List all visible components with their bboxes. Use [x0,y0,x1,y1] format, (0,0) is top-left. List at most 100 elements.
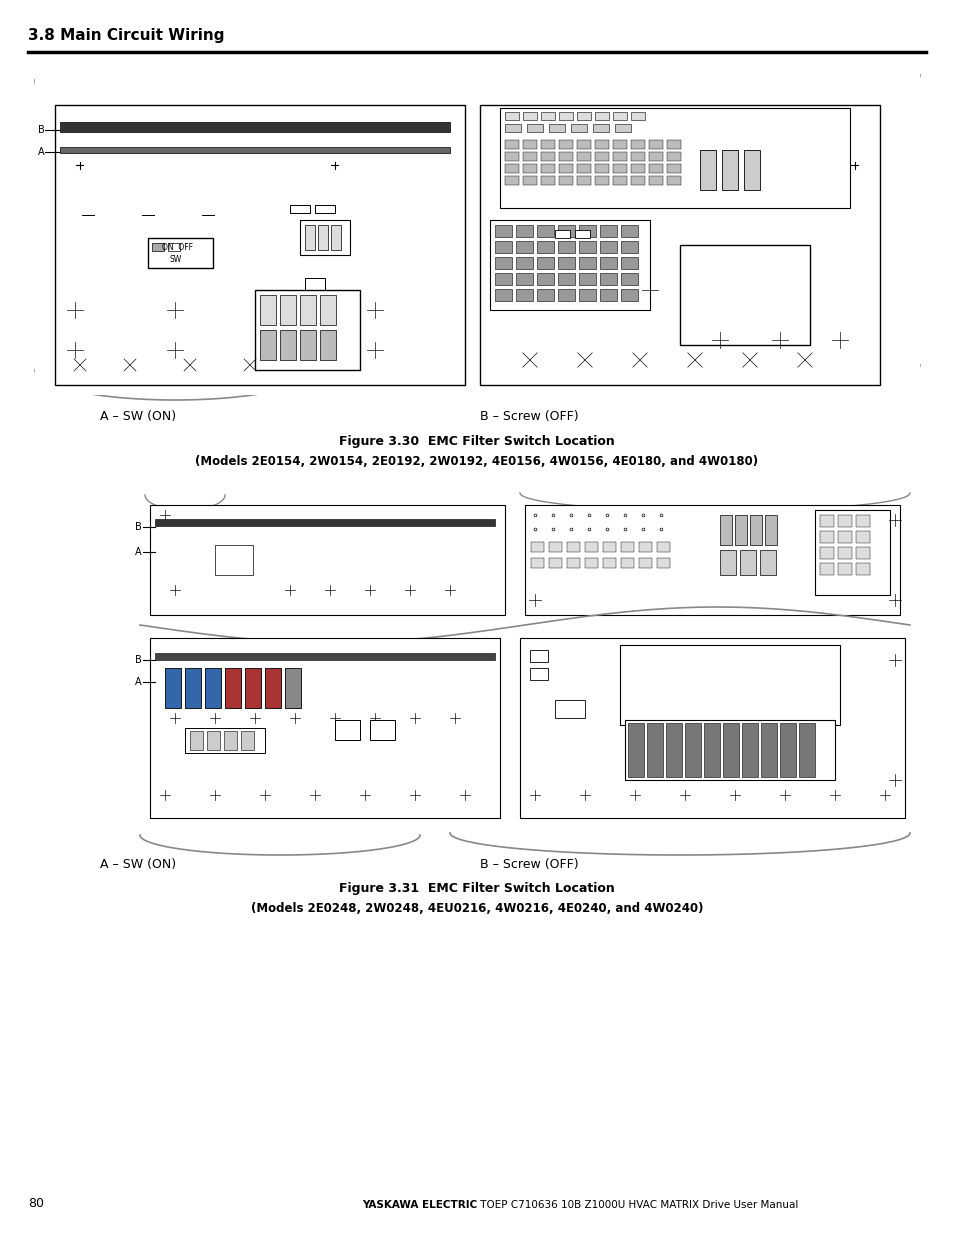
Bar [548,124,564,132]
Bar [648,152,662,161]
Bar [319,330,335,359]
Bar [577,140,590,149]
Bar [516,289,533,301]
Bar [855,531,869,543]
Text: A: A [135,677,141,687]
Bar [837,563,851,576]
Bar [205,668,221,708]
Bar [620,289,638,301]
Bar [558,241,575,253]
Bar [524,505,899,615]
Bar [224,731,236,750]
Bar [504,112,518,120]
Bar [225,668,241,708]
Bar [504,140,518,149]
Bar [595,164,608,173]
Bar [522,177,537,185]
Bar [620,225,638,237]
Bar [721,149,738,190]
Bar [648,140,662,149]
Bar [814,510,889,595]
Text: SW: SW [170,256,182,264]
Bar [490,220,649,310]
Bar [168,243,180,251]
Bar [495,257,512,269]
Bar [540,164,555,173]
Bar [254,290,359,370]
Bar [185,727,265,753]
Bar [319,295,335,325]
Bar [578,289,596,301]
Bar [558,257,575,269]
Bar [537,289,554,301]
Text: B: B [135,655,142,664]
Bar [548,542,561,552]
Bar [855,563,869,576]
Bar [760,550,775,576]
Bar [630,164,644,173]
Bar [599,289,617,301]
Text: B: B [38,125,45,135]
Text: TOEP C710636 10B Z1000U HVAC MATRIX Drive User Manual: TOEP C710636 10B Z1000U HVAC MATRIX Driv… [476,1200,798,1210]
Bar [630,140,644,149]
Bar [241,731,253,750]
Bar [599,257,617,269]
Text: A: A [135,547,141,557]
Text: YASKAWA ELECTRIC: YASKAWA ELECTRIC [361,1200,476,1210]
Bar [522,164,537,173]
Bar [185,668,201,708]
Bar [837,547,851,559]
Bar [666,164,680,173]
Bar [566,542,579,552]
Bar [558,225,575,237]
Bar [743,149,760,190]
Bar [150,638,499,818]
Bar [760,722,776,777]
Bar [620,558,634,568]
Bar [764,515,776,545]
Bar [537,257,554,269]
Bar [820,531,833,543]
Bar [613,164,626,173]
Bar [665,722,681,777]
Bar [531,558,543,568]
Bar [646,722,662,777]
Bar [558,152,573,161]
Bar [335,720,359,740]
Bar [666,140,680,149]
Bar [615,124,630,132]
Bar [305,278,325,291]
Bar [290,205,310,212]
Bar [571,124,586,132]
Bar [165,668,181,708]
Bar [722,722,739,777]
Bar [537,241,554,253]
Bar [666,177,680,185]
Text: (Models 2E0248, 2W0248, 4EU0216, 4W0216, 4E0240, and 4W0240): (Models 2E0248, 2W0248, 4EU0216, 4W0216,… [251,902,702,915]
Bar [657,542,669,552]
Text: A: A [38,147,45,157]
Text: B – Screw (OFF): B – Screw (OFF) [479,858,578,871]
Bar [35,68,919,395]
Bar [299,220,350,254]
Bar [305,225,314,249]
Bar [620,257,638,269]
Bar [519,638,904,818]
Bar [60,122,450,132]
Bar [578,257,596,269]
Bar [495,225,512,237]
Bar [540,140,555,149]
Bar [595,152,608,161]
Bar [280,330,295,359]
Bar [613,140,626,149]
Bar [613,177,626,185]
Bar [154,519,495,526]
Bar [540,152,555,161]
Text: B – Screw (OFF): B – Screw (OFF) [479,410,578,424]
Bar [558,177,573,185]
Bar [620,542,634,552]
Bar [820,515,833,527]
Bar [299,295,315,325]
Bar [555,700,584,718]
Text: A – SW (ON): A – SW (ON) [100,410,176,424]
